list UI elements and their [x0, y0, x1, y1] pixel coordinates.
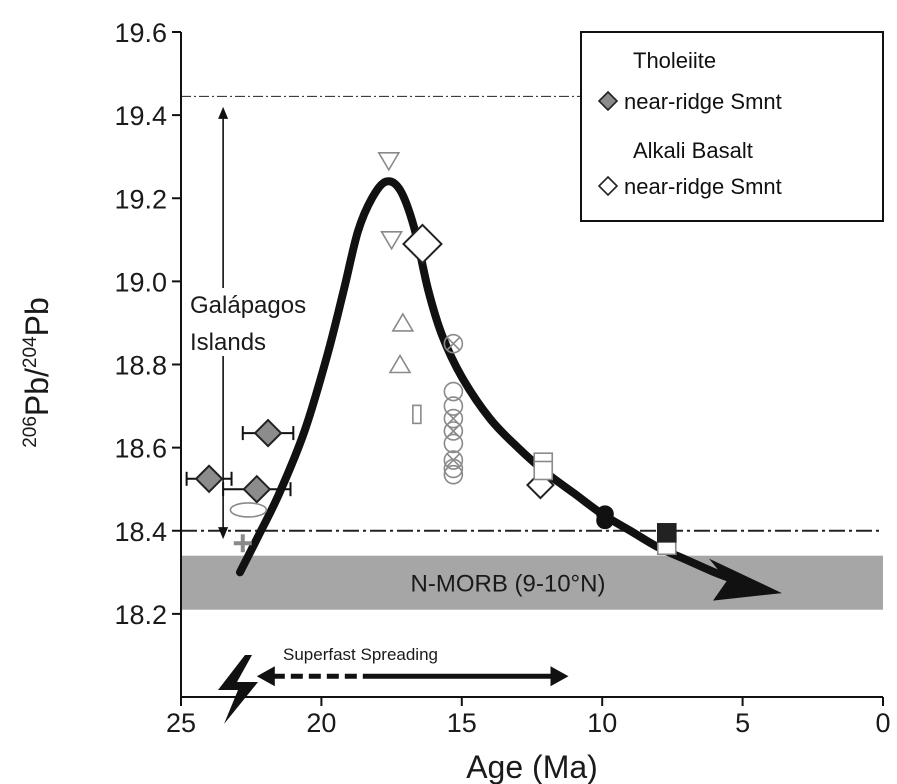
data-point-ellipse — [229, 502, 268, 518]
y-tick-label: 19.2 — [114, 184, 167, 214]
data-point-circle-x-cross — [446, 337, 460, 351]
data-point-diamond — [242, 474, 272, 504]
y-axis-title-part: Pb/ — [19, 368, 55, 416]
galapagos-label-line1: Galápagos — [190, 292, 306, 319]
legend-title-alkali-basalt: Alkali Basalt — [633, 138, 753, 163]
y-tick-label: 18.6 — [114, 434, 167, 464]
legend-marker-alkali-basalt — [597, 175, 619, 197]
legend-title-tholeiite: Tholeiite — [633, 48, 716, 73]
axes-layer: 18.2 18.4 18.6 18.8 19.0 19.2 19.4 19.6 25 20 15 10… — [19, 18, 891, 784]
legend-layer: Tholeiite near-ridge Smnt Alkali Basalt nea… — [580, 31, 884, 222]
spreading-arrowhead-right — [550, 666, 569, 687]
y-tick-label: 19.0 — [114, 267, 167, 297]
trend-curve — [235, 177, 741, 585]
reference-lines-layer — [181, 95, 883, 532]
legend-marker-tholeiite — [597, 90, 619, 112]
trend-arrowhead — [708, 558, 782, 601]
x-tick-label: 25 — [166, 708, 196, 738]
y-tick-label: 18.2 — [114, 600, 167, 630]
legend-label-alkali-basalt: near-ridge Smnt — [624, 174, 782, 199]
data-point-square — [533, 460, 554, 481]
points-layer — [185, 152, 677, 556]
data-point-triangle-up — [391, 312, 415, 332]
data-point-rect — [412, 404, 422, 425]
y-tick-label: 19.4 — [114, 101, 167, 131]
data-point-square — [656, 523, 677, 543]
data-point-circle — [443, 381, 464, 402]
legend-box — [580, 31, 884, 222]
annotations-layer: Galápagos Islands Superfast Spreading — [188, 106, 569, 724]
galapagos-arrowhead-up — [218, 106, 229, 119]
data-point-diamond — [402, 223, 443, 265]
y-tick-label: 18.8 — [114, 351, 167, 381]
galapagos-label-background — [188, 288, 350, 356]
data-point-circle-x — [443, 450, 464, 470]
data-point-circle-x — [443, 421, 464, 441]
y-axis-title-superscript: 206 — [20, 416, 41, 448]
y-tick-label: 19.6 — [114, 18, 167, 48]
x-tick-label: 15 — [447, 708, 477, 738]
lightning-bolt-icon — [218, 655, 258, 724]
galapagos-label-line2: Islands — [190, 329, 266, 356]
data-point-circle — [443, 464, 464, 485]
data-point-triangle-up — [388, 353, 412, 374]
y-axis-title: 206Pb/204Pb — [19, 297, 55, 448]
data-point-plus — [233, 534, 252, 553]
legend-label-tholeiite: near-ridge Smnt — [624, 89, 782, 114]
data-point-triangle-down — [377, 152, 401, 172]
y-tick-label: 18.4 — [114, 517, 167, 547]
x-tick-label: 5 — [735, 708, 750, 738]
data-point-circle — [443, 396, 464, 416]
data-point-triangle-down — [380, 231, 403, 251]
x-tick-label: 0 — [875, 708, 890, 738]
x-axis-title: Age (Ma) — [466, 749, 598, 784]
data-point-diamond — [253, 418, 283, 448]
galapagos-arrowhead-down — [218, 527, 229, 540]
n-morb-band — [181, 555, 883, 610]
data-point-circle — [443, 433, 464, 454]
data-point-circle-x — [443, 408, 464, 429]
spreading-arrowhead-left — [256, 666, 275, 687]
data-point-diamond — [194, 464, 224, 494]
x-tick-label: 10 — [587, 708, 617, 738]
n-morb-label: N-MORB (9-10°N) — [411, 571, 606, 598]
spreading-label: Superfast Spreading — [283, 645, 438, 664]
band-layer: N-MORB (9-10°N) — [181, 555, 883, 610]
data-point-circle — [443, 458, 464, 479]
data-point-circle-x — [443, 333, 464, 354]
y-axis-title-part: Pb — [19, 297, 55, 336]
data-point-circle — [596, 511, 614, 530]
x-tick-label: 20 — [306, 708, 336, 738]
trend-curve-layer — [235, 177, 782, 601]
y-axis-title-superscript: 204 — [20, 336, 41, 368]
